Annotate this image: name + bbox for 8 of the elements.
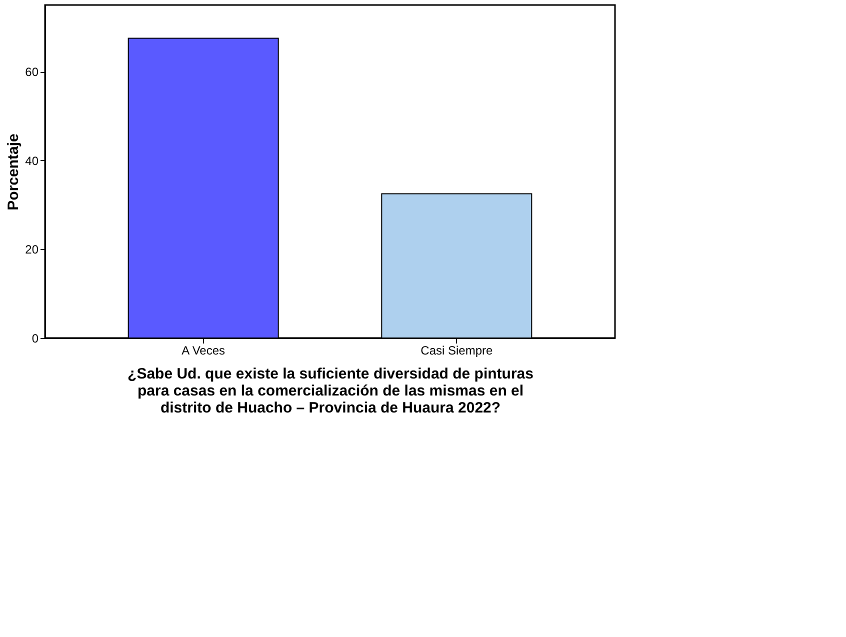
y-tick-label: 40 xyxy=(25,154,39,168)
y-tick-label: 0 xyxy=(32,332,39,346)
y-tick-label: 60 xyxy=(25,65,39,80)
y-axis-title: Porcentaje xyxy=(5,134,22,210)
x-axis-title: ¿Sabe Ud. que existe la suficiente diversidad de pinturas para casas en la comercialización de las mismas en el distrito de Huacho – Provincia de Huaura 2022? xyxy=(128,366,534,416)
x-tick-label: Casi Siempre xyxy=(420,344,493,358)
y-tick-label: 20 xyxy=(25,242,39,257)
x-tick-label: A Veces xyxy=(182,344,226,358)
